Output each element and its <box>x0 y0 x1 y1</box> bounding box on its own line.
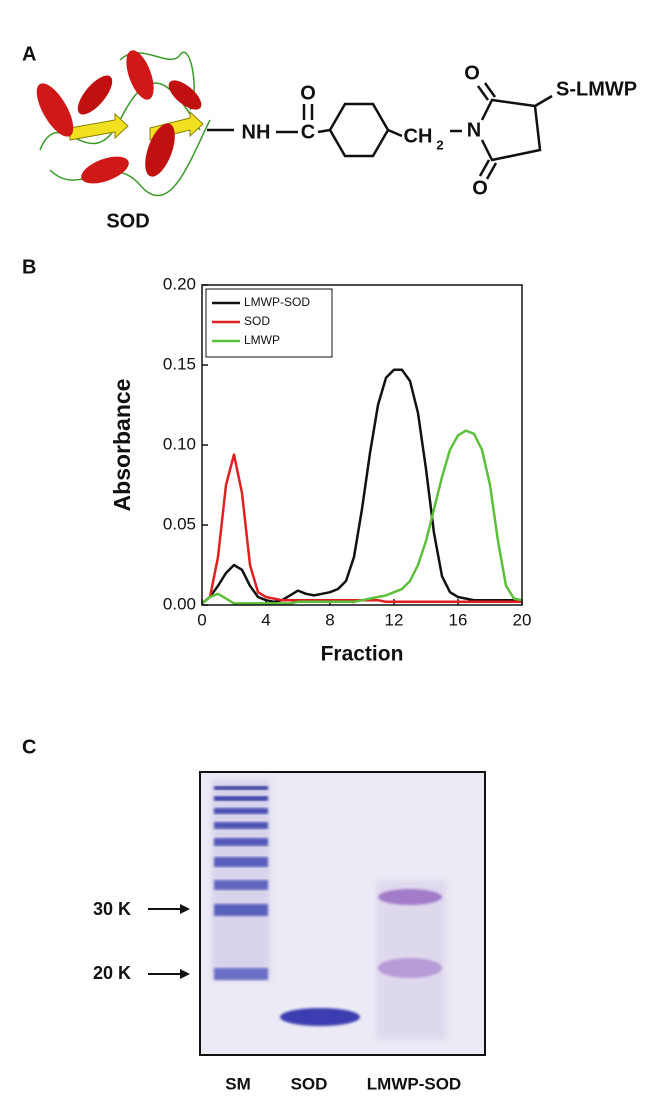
y-tick-label: 0.05 <box>163 514 196 533</box>
legend-label: LMWP-SOD <box>244 295 310 309</box>
line <box>201 368 522 605</box>
chemical-bonds <box>207 82 553 180</box>
protein-label: SOD <box>106 210 149 232</box>
band <box>214 808 268 814</box>
helix <box>81 156 129 184</box>
lane-label: LMWP-SOD <box>367 1074 461 1093</box>
y-tick-label: 0.15 <box>163 354 196 373</box>
x-tick-label: 12 <box>385 610 404 629</box>
bond <box>485 162 498 180</box>
x-tick-label: 8 <box>325 610 334 629</box>
helix <box>126 50 154 100</box>
protein-structure <box>36 50 211 197</box>
plot-frame <box>201 284 523 606</box>
legend-box <box>205 288 333 358</box>
line <box>201 453 522 605</box>
chem-text: S-LMWP <box>556 78 637 100</box>
chem-text: CH <box>404 125 433 147</box>
bond <box>476 85 490 101</box>
chem-text: NH <box>242 121 271 143</box>
lane-label: SM <box>225 1074 251 1093</box>
y-tick-label: 0.00 <box>163 594 196 613</box>
band <box>214 786 268 790</box>
chem-text: O <box>300 82 316 104</box>
band <box>214 838 268 846</box>
bond <box>478 159 491 177</box>
bond <box>534 94 553 108</box>
chem-text: N <box>467 119 481 141</box>
band <box>214 904 268 916</box>
helix <box>168 80 202 110</box>
x-tick-label: 16 <box>449 610 468 629</box>
beta-strand <box>69 112 129 141</box>
coil <box>49 119 211 197</box>
line <box>201 429 523 605</box>
band <box>378 958 442 978</box>
band <box>214 857 268 867</box>
helix <box>145 123 175 177</box>
bond <box>483 82 497 98</box>
y-tick-label: 0.10 <box>163 434 196 453</box>
marker-label: 20 K <box>93 963 131 983</box>
bond <box>387 128 403 138</box>
panel-label: C <box>22 736 36 758</box>
arrow-head <box>180 904 190 914</box>
coil <box>119 51 195 111</box>
bond <box>317 128 331 134</box>
band <box>214 796 268 801</box>
lane-label: SOD <box>291 1074 328 1093</box>
y-tick-label: 0.20 <box>163 274 196 293</box>
chem-text: O <box>464 62 480 84</box>
band <box>280 1008 360 1026</box>
band <box>214 822 268 829</box>
legend-label: SOD <box>244 314 270 328</box>
panel-label: B <box>22 256 36 278</box>
x-tick-label: 20 <box>513 610 532 629</box>
chem-text: O <box>472 177 488 199</box>
chem-text: 2 <box>436 137 443 152</box>
panel-label: A <box>22 43 36 65</box>
marker-label: 30 K <box>93 899 131 919</box>
helix <box>36 83 74 137</box>
band <box>378 889 442 905</box>
helix <box>77 75 113 115</box>
legend-label: LMWP <box>244 333 280 347</box>
cyclohexane <box>328 102 390 158</box>
gel-bands <box>212 780 446 1040</box>
chart: 0 4 8 12 16 20 0.00 0.05 0.10 0.15 0.20 Fraction Abs… <box>109 274 531 665</box>
band <box>214 880 268 890</box>
x-tick-label: 4 <box>261 610 270 629</box>
succinimide <box>480 98 542 162</box>
band <box>214 968 268 980</box>
x-tick-label: 0 <box>197 610 206 629</box>
chem-text: C <box>301 121 315 143</box>
x-axis-label: Fraction <box>321 643 404 666</box>
y-axis-label: Absorbance <box>109 379 135 512</box>
arrow-head <box>180 969 190 979</box>
